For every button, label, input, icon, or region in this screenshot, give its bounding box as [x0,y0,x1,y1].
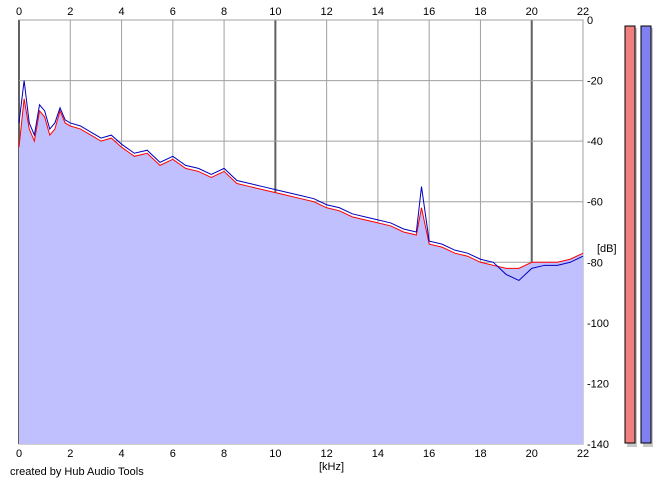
y-tick-label: -60 [587,197,603,209]
y-tick-label: -100 [587,318,609,330]
y-tick-label: -120 [587,378,609,390]
series-lines [18,80,584,282]
x-tick-label-top: 0 [16,6,22,18]
x-tick-label-bottom: 4 [118,448,124,460]
x-tick-label-bottom: 8 [221,448,227,460]
level-meters [624,25,653,447]
y-tick-label: -40 [587,136,603,148]
y-tick-label: 0 [587,15,593,27]
x-tick-label-top: 16 [423,6,435,18]
x-tick-label-bottom: 10 [269,448,281,460]
y-tick-label: -140 [587,439,609,451]
x-tick-labels-bottom: 0 2 4 6 8 10 12 14 16 18 20 22 [16,448,589,460]
x-tick-label-top: 10 [269,6,281,18]
x-tick-label-bottom: 0 [16,448,22,460]
x-tick-label-bottom: 22 [577,448,589,460]
credit-text: created by Hub Audio Tools [10,466,144,478]
y-tick-label: -20 [587,76,603,88]
x-tick-label-top: 4 [118,6,124,18]
x-tick-label-bottom: 6 [170,448,176,460]
x-tick-label-bottom: 2 [67,448,73,460]
x-tick-label-top: 22 [577,6,589,18]
x-tick-label-bottom: 12 [321,448,333,460]
x-tick-label-top: 12 [321,6,333,18]
x-tick-label-top: 18 [474,6,486,18]
x-tick-label-top: 2 [67,6,73,18]
x-tick-label-bottom: 16 [423,448,435,460]
x-tick-label-bottom: 20 [526,448,538,460]
series-line-1 [18,98,584,269]
x-tick-label-bottom: 14 [372,448,384,460]
x-tick-label-top: 14 [372,6,384,18]
meter-level-1 [624,25,636,444]
spectrum-area [19,98,583,444]
y-tick-label: -80 [587,257,603,269]
x-tick-label-top: 20 [526,6,538,18]
x-tick-label-bottom: 18 [474,448,486,460]
x-tick-labels-top: 0 2 4 6 8 10 12 14 16 18 20 22 [16,6,589,18]
x-tick-label-top: 8 [221,6,227,18]
y-axis-label: [dB] [597,243,617,255]
x-tick-label-top: 6 [170,6,176,18]
spectrum-fill [19,98,583,444]
series-line-2 [18,80,584,282]
x-axis-label: [kHz] [319,461,344,473]
meter-level-2 [640,25,652,444]
y-tick-labels: 0 -20 -40 -60 -80 -100 -120 -140 [587,15,609,451]
